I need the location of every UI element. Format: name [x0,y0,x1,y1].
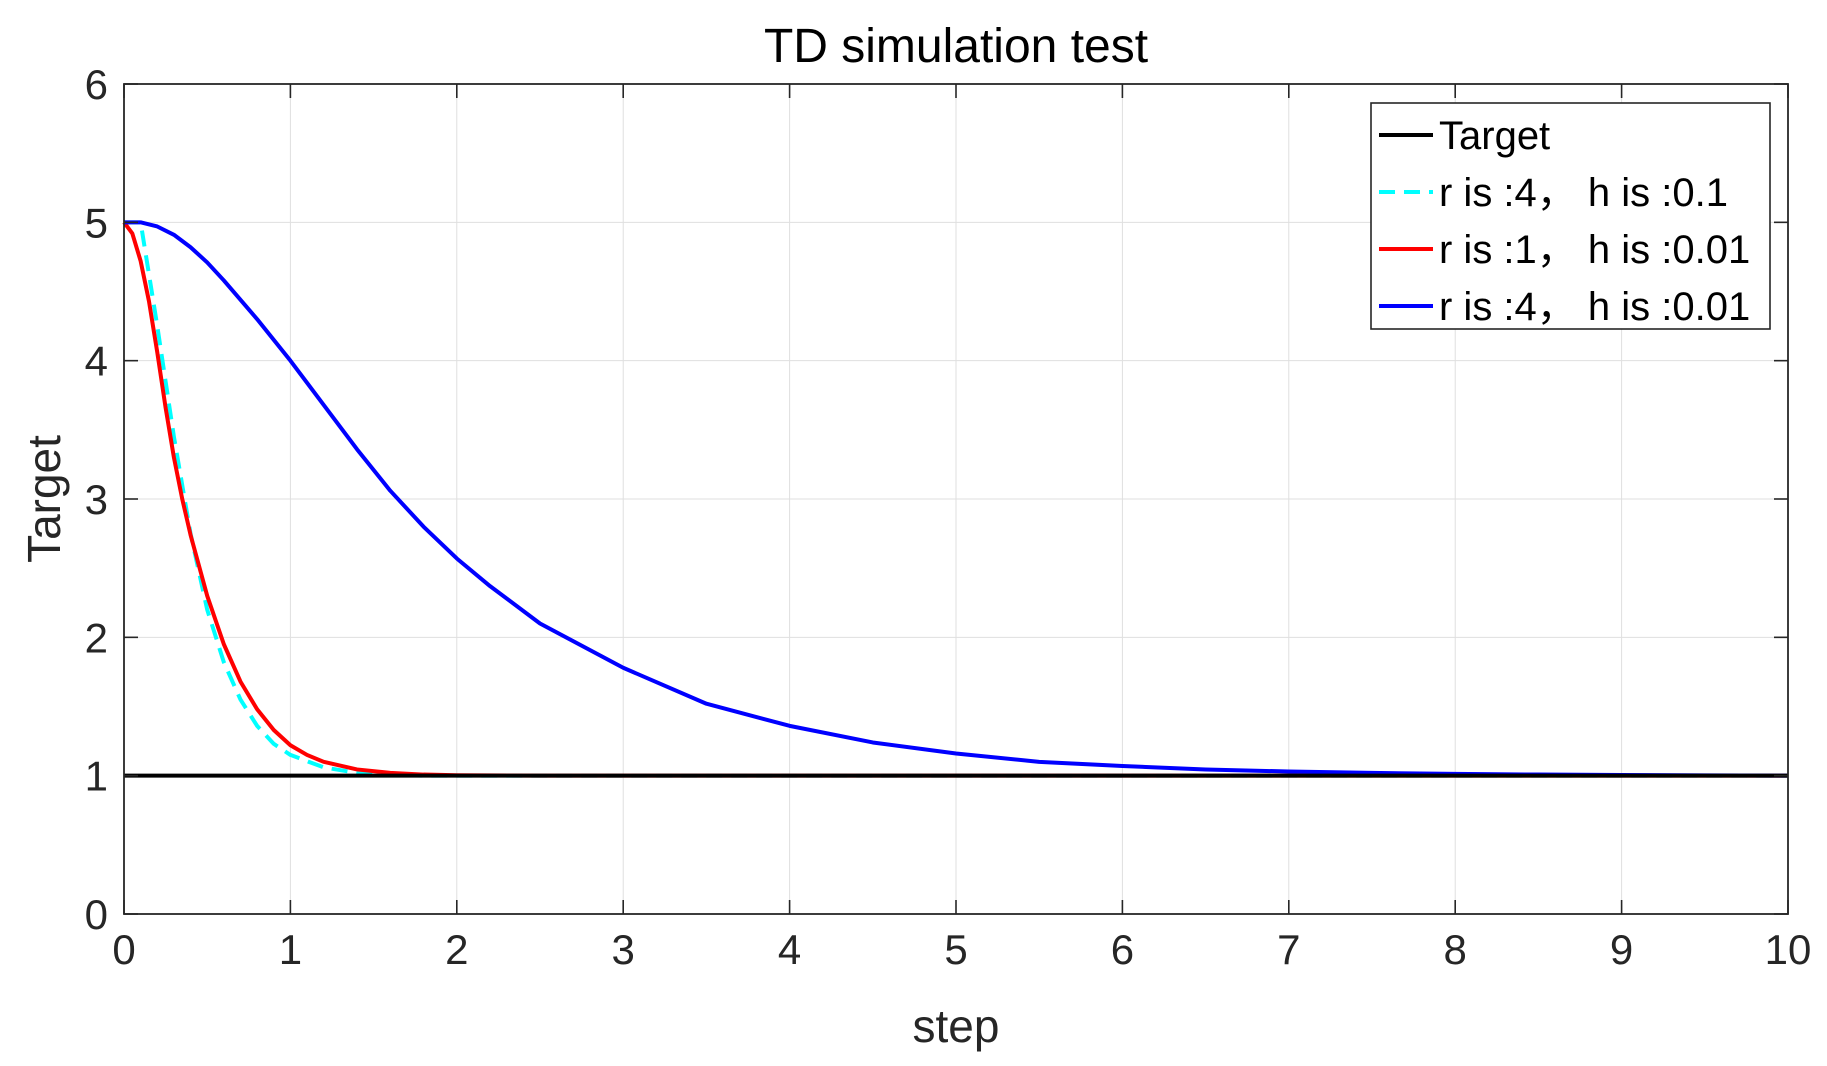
series-lines [122,220,1789,778]
x-tick-label: 8 [1444,926,1467,973]
x-tick-label: 0 [112,926,135,973]
y-tick-label: 1 [85,753,108,800]
y-tick-label: 6 [85,61,108,108]
chart-title: TD simulation test [764,20,1148,73]
legend-entry: Target [1439,114,1550,158]
legend-entry: r is :1， h is :0.01 [1439,228,1750,272]
axes: 0 1 2 3 4 5 6 7 8 9 10 0 1 2 3 4 5 6 [85,61,1812,973]
x-axis-label: step [913,1000,1000,1052]
legend: Target r is :4， h is :0.1 r is :1， h is :0… [1370,102,1771,330]
legend-entry: r is :4， h is :0.1 [1439,171,1728,215]
axes-box [123,83,1789,915]
x-tick-label: 10 [1765,926,1812,973]
x-tick-label: 1 [279,926,302,973]
y-tick-label: 5 [85,199,108,246]
y-tick-label: 4 [85,338,108,385]
x-tick-label: 2 [445,926,468,973]
x-tick-label: 9 [1610,926,1633,973]
legend-entry: r is :4， h is :0.01 [1439,285,1750,329]
x-tick-label: 4 [778,926,801,973]
y-tick-label: 2 [85,614,108,661]
x-tick-label: 3 [612,926,635,973]
y-tick-label: 3 [85,476,108,523]
x-tick-label: 5 [944,926,967,973]
y-tick-label: 0 [85,891,108,938]
legend-box [1370,102,1771,330]
x-tick-label: 6 [1111,926,1134,973]
y-axis-label: Target [18,435,70,563]
x-tick-label: 7 [1277,926,1300,973]
series-line-3 [124,220,1789,778]
